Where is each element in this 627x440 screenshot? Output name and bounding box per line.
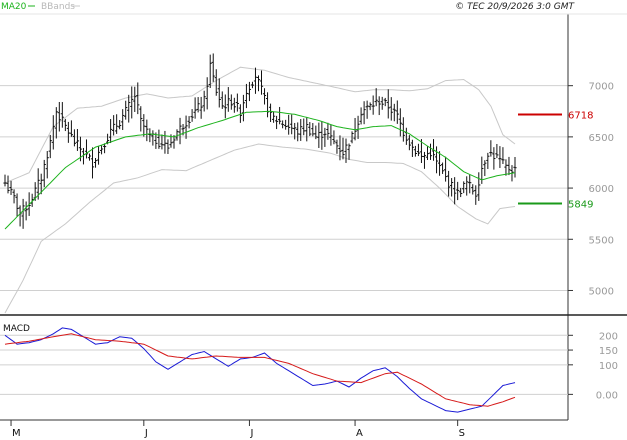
x-tick-label: S: [459, 428, 465, 439]
price-levels: 6718 5849: [518, 111, 593, 211]
ma20-path: [4, 110, 516, 230]
legend-ma20: MA20: [1, 2, 27, 12]
price-y-axis: 7000 6500 6000 5500 5000: [568, 82, 614, 297]
macd-y-tick-label: 150: [599, 346, 618, 357]
macd-y-axis: 200 150 100 0.00: [568, 331, 618, 401]
macd-lines: [4, 327, 516, 413]
price-panel: [0, 14, 568, 314]
price-y-tick-label: 5500: [589, 235, 614, 246]
macd-title: MACD: [3, 324, 30, 334]
price-y-tick-label: 6500: [589, 133, 614, 144]
price-y-tick-label: 5000: [589, 286, 614, 297]
x-tick-label: M: [12, 428, 21, 439]
x-tick-label: A: [356, 428, 363, 439]
bb-lower-line: [4, 143, 516, 314]
macd-y-tick-label: 200: [599, 331, 618, 342]
macd-y-tick-label: 100: [599, 361, 618, 372]
resistance-label: 6718: [568, 111, 593, 122]
macd-y-tick-label: 0.00: [596, 390, 618, 401]
price-y-tick-label: 6000: [589, 184, 614, 195]
signal-line: [4, 333, 516, 407]
bb-upper-line: [4, 66, 516, 184]
bollinger-bands: [4, 66, 516, 314]
copyright-text: © TEC 20/9/2026 3:0 GMT: [455, 2, 575, 12]
x-tick-label: J: [144, 428, 148, 439]
support-label: 5849: [568, 200, 593, 211]
macd-line: [4, 327, 516, 413]
ma20-line: [4, 110, 516, 230]
x-tick-label: J: [249, 428, 253, 439]
price-y-tick-label: 7000: [589, 82, 614, 93]
macd-grid: [0, 334, 568, 395]
legend-bbands: BBands: [41, 2, 75, 12]
price-bars: [3, 53, 517, 229]
